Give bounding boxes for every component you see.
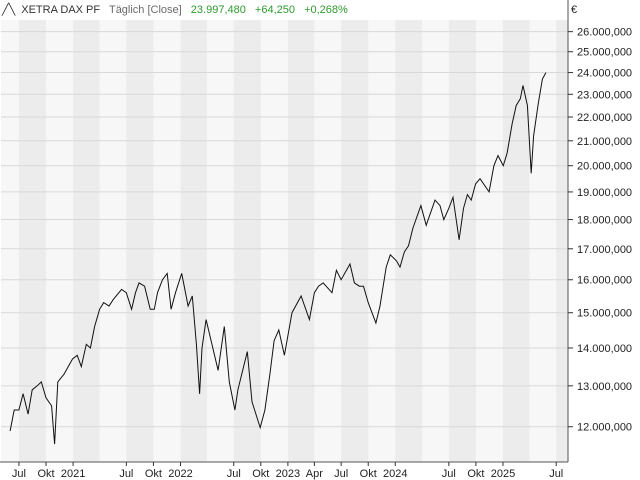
x-tick-label: Jul (549, 468, 563, 480)
y-tick-label: 22.000,000 (577, 112, 632, 124)
quarter-band (556, 20, 568, 462)
y-tick-label: 21.000,000 (577, 136, 632, 148)
x-tick-label: Jul (227, 468, 241, 480)
quarter-band (126, 20, 154, 462)
x-tick-label: 2025 (491, 468, 515, 480)
x-tick-label: Okt (252, 468, 269, 480)
chart-header: ╱╲ XETRA DAX PF Täglich [Close] 23.997,48… (2, 3, 354, 16)
quarter-band (73, 20, 100, 462)
quarter-band (448, 20, 476, 462)
quarter-band (233, 20, 261, 462)
y-tick-label: 24.000,000 (577, 68, 632, 80)
y-tick-label: 14.000,000 (577, 343, 632, 355)
y-tick-label: 17.000,000 (577, 244, 632, 256)
y-tick-label: 25.000,000 (577, 47, 632, 59)
change-abs: +64,250 (254, 4, 295, 16)
y-axis-unit: € (571, 4, 577, 16)
mode-label: Täglich [Close] (108, 4, 182, 16)
y-axis-ticks: 12.000,000 13.000,000 14.000,000 15.000,000… (568, 27, 632, 434)
x-tick-label: Okt (37, 468, 54, 480)
last-price: 23.997,480 (190, 4, 246, 16)
x-tick-label: Okt (145, 468, 162, 480)
quarter-band (180, 20, 207, 462)
y-tick-label: 16.000,000 (577, 275, 632, 287)
period-bands (1, 20, 568, 462)
line-chart-icon: ╱╲ (2, 4, 16, 16)
x-tick-label: Apr (306, 468, 323, 480)
y-tick-label: 12.000,000 (577, 422, 632, 434)
y-tick-label: 18.000,000 (577, 215, 632, 227)
y-tick-label: 20.000,000 (577, 161, 632, 173)
axes (0, 0, 569, 463)
quarter-band (502, 20, 530, 462)
x-tick-label: 2024 (383, 468, 407, 480)
quarter-band (395, 20, 423, 462)
instrument-name: XETRA DAX PF (21, 4, 101, 16)
quarter-band (18, 20, 47, 462)
y-tick-label: 19.000,000 (577, 187, 632, 199)
change-pct: +0,268% (304, 4, 348, 16)
x-tick-label: Jul (442, 468, 456, 480)
y-tick-label: 23.000,000 (577, 89, 632, 101)
series-line-dax (9, 72, 547, 445)
x-tick-label: Jul (12, 468, 26, 480)
y-tick-label: 26.000,000 (577, 27, 632, 39)
y-tick-label: 13.000,000 (577, 381, 632, 393)
x-axis-ticks: Jul Okt 2021 Jul Okt 2022 Jul Okt 2023 Apr Jul Okt 2… (12, 462, 563, 480)
x-tick-label: 2023 (276, 468, 300, 480)
x-tick-label: Jul (119, 468, 133, 480)
quarter-band (341, 20, 369, 462)
x-tick-label: 2021 (61, 468, 85, 480)
x-tick-label: Jul (334, 468, 348, 480)
x-tick-label: Okt (360, 468, 377, 480)
y-tick-label: 15.000,000 (577, 308, 632, 320)
x-tick-label: 2022 (168, 468, 192, 480)
quarter-band (287, 20, 315, 462)
x-tick-label: Okt (467, 468, 484, 480)
